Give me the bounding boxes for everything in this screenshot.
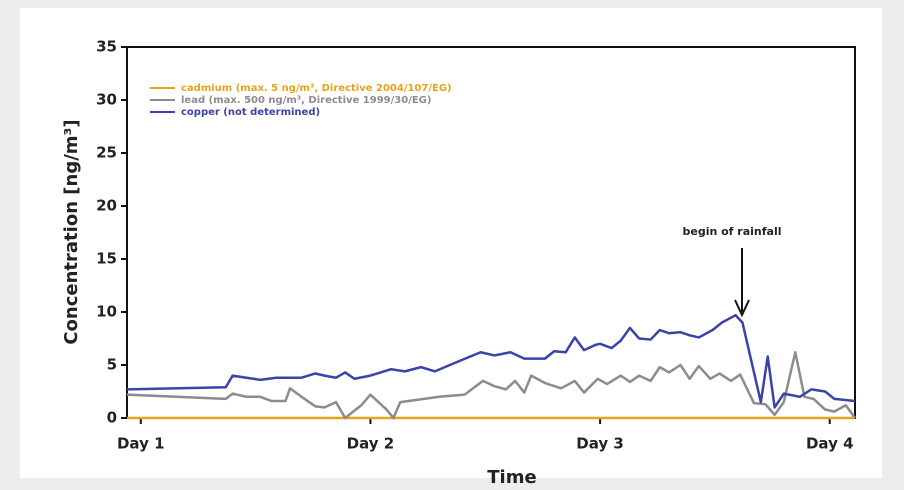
y-tick-label: 20 xyxy=(96,197,117,215)
legend-label: cadmium (max. 5 ng/m³, Directive 2004/10… xyxy=(181,83,452,94)
annotation: begin of rainfall xyxy=(682,225,781,238)
y-tick-label: 35 xyxy=(96,38,117,56)
y-tick-label: 10 xyxy=(96,303,117,321)
series-line xyxy=(126,313,856,409)
y-axis-label: Concentration [ng/m³] xyxy=(61,119,82,344)
x-tick-label: Day 4 xyxy=(806,435,854,453)
series-line xyxy=(126,351,857,420)
x-axis-label: Time xyxy=(487,467,536,488)
y-tick-label: 30 xyxy=(96,91,117,109)
x-tick-label: Day 1 xyxy=(117,435,165,453)
legend-label: copper (not determined) xyxy=(181,107,320,118)
x-tick-label: Day 2 xyxy=(347,435,395,453)
legend-label: lead (max. 500 ng/m³, Directive 1999/30/… xyxy=(181,95,431,106)
y-tick-label: 0 xyxy=(107,409,117,427)
x-tick-label: Day 3 xyxy=(576,435,624,453)
y-tick-label: 15 xyxy=(96,250,117,268)
annotation-arrowhead xyxy=(734,299,750,318)
y-tick-label: 5 xyxy=(107,356,117,374)
y-tick-label: 25 xyxy=(96,144,117,162)
chart-background xyxy=(20,8,882,478)
